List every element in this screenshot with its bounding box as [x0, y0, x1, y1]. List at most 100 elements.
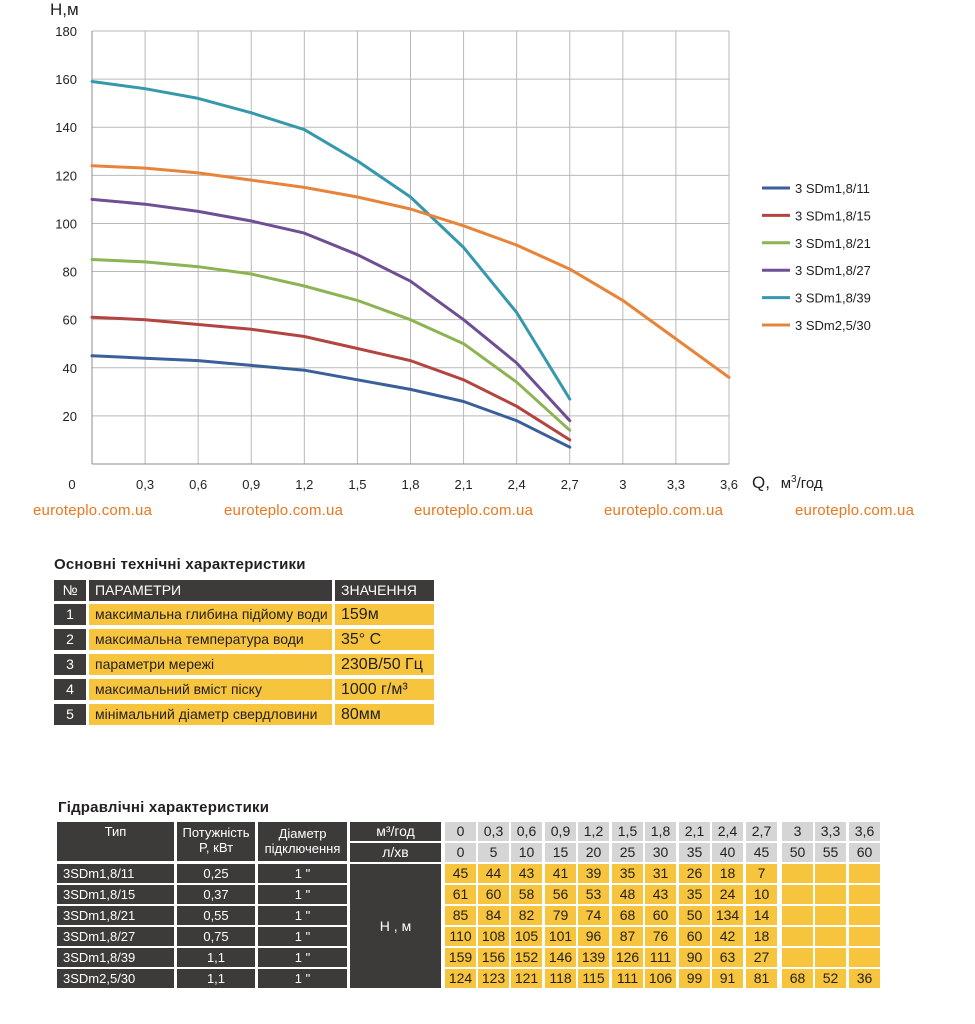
hyd-header-type: Тип	[57, 822, 174, 861]
hyd-model-power: 0,37	[177, 885, 255, 904]
hyd-head-value: 108	[478, 927, 509, 946]
hyd-head-value: 81	[746, 969, 777, 988]
hyd-q-lmin: 10	[511, 843, 542, 862]
tech-row-num: 1	[54, 604, 86, 625]
hyd-q-lmin: 25	[612, 843, 643, 862]
x-axis-title: Q, м3/год	[752, 473, 823, 493]
legend-label: 3 SDm1,8/21	[795, 236, 871, 251]
hyd-model-diameter: 1 "	[258, 864, 347, 883]
hyd-head-value	[815, 885, 846, 904]
hyd-q-m3h: 3,6	[849, 822, 880, 841]
hyd-head-value: 126	[612, 948, 643, 967]
tech-row-param: максимальна температура води	[89, 629, 332, 650]
hyd-head-value: 68	[612, 906, 643, 925]
hyd-head-value	[849, 948, 880, 967]
hyd-head-value: 45	[445, 864, 476, 883]
watermark-text: euroteplo.com.ua	[795, 502, 915, 519]
hyd-head-value	[782, 927, 813, 946]
tech-row-num: 3	[54, 654, 86, 675]
hyd-head-value: 156	[478, 948, 509, 967]
hyd-head-value: 85	[445, 906, 476, 925]
hyd-q-m3h: 3	[782, 822, 813, 841]
hyd-model-power: 0,55	[177, 906, 255, 925]
hyd-head-value: 35	[679, 885, 710, 904]
hyd-q-lmin: 40	[712, 843, 743, 862]
x-tick-label: 0,6	[189, 477, 207, 492]
hyd-head-value: 152	[511, 948, 542, 967]
hyd-head-value: 90	[679, 948, 710, 967]
watermark-text: euroteplo.com.ua	[224, 502, 344, 519]
hyd-head-label: Н , м	[350, 864, 441, 988]
watermark-text: euroteplo.com.ua	[414, 502, 534, 519]
hyd-head-value: 60	[478, 885, 509, 904]
x-tick-label: 0,9	[242, 477, 260, 492]
hyd-q-m3h: 0	[445, 822, 476, 841]
hyd-head-value: 111	[612, 969, 643, 988]
x-tick-label: 1,8	[401, 477, 419, 492]
tech-header-value: ЗНАЧЕННЯ	[335, 580, 434, 601]
hyd-head-value	[782, 864, 813, 883]
tech-header-param: ПАРАМЕТРИ	[89, 580, 332, 601]
hyd-header-power: Потужність P, кВт	[177, 822, 255, 861]
series-line	[90, 354, 572, 449]
watermark-text: euroteplo.com.ua	[33, 502, 153, 519]
hyd-head-value: 52	[815, 969, 846, 988]
hyd-header-diameter: Діаметр підключення	[258, 822, 347, 861]
hyd-head-value	[782, 906, 813, 925]
y-tick-label: 40	[63, 361, 77, 376]
hyd-head-value: 36	[849, 969, 880, 988]
watermark-text: euroteplo.com.ua	[604, 502, 724, 519]
hyd-head-value: 24	[712, 885, 743, 904]
hyd-head-value	[815, 864, 846, 883]
hyd-model-diameter: 1 "	[258, 885, 347, 904]
y-tick-label: 120	[55, 168, 77, 183]
hyd-head-value: 106	[645, 969, 676, 988]
hyd-head-value: 84	[478, 906, 509, 925]
hyd-head-value	[782, 885, 813, 904]
hyd-head-value: 35	[612, 864, 643, 883]
hyd-head-value: 99	[679, 969, 710, 988]
hyd-head-value: 115	[578, 969, 609, 988]
hyd-head-value: 121	[511, 969, 542, 988]
hyd-q-m3h: 1,2	[578, 822, 609, 841]
hyd-head-value: 50	[679, 906, 710, 925]
hyd-head-value: 76	[645, 927, 676, 946]
hyd-q-m3h: 2,4	[712, 822, 743, 841]
hyd-model-power: 1,1	[177, 969, 255, 988]
hyd-q-lmin: 30	[645, 843, 676, 862]
hyd-head-value	[782, 948, 813, 967]
hyd-head-value: 58	[511, 885, 542, 904]
hydraulic-title: Гідравлічні характеристики	[58, 799, 270, 816]
hyd-model-type: 3SDm1,8/11	[57, 864, 174, 883]
x-tick-label: 0	[68, 477, 75, 492]
y-tick-label: 20	[63, 409, 77, 424]
hyd-q-m3h: 0,3	[478, 822, 509, 841]
hyd-q-m3h: 0,9	[545, 822, 576, 841]
hyd-q-lmin: 45	[746, 843, 777, 862]
hyd-head-value: 18	[712, 864, 743, 883]
y-axis-title: H,м	[50, 0, 79, 19]
hyd-head-value: 91	[712, 969, 743, 988]
tech-row-param: мінімальний діаметр свердловини	[89, 704, 332, 725]
x-tick-label: 1,2	[295, 477, 313, 492]
hyd-head-value: 42	[712, 927, 743, 946]
hyd-q-lmin: 0	[445, 843, 476, 862]
hyd-head-value: 60	[679, 927, 710, 946]
hyd-head-value: 87	[612, 927, 643, 946]
x-tick-label: 0,3	[136, 477, 154, 492]
tech-specs-title: Основні технічні характеристики	[54, 556, 306, 573]
x-tick-label: 2,1	[455, 477, 473, 492]
hyd-q-m3h: 2,1	[679, 822, 710, 841]
x-axis-unit: м3/год	[780, 474, 823, 492]
hyd-head-value: 74	[578, 906, 609, 925]
hyd-head-value: 44	[478, 864, 509, 883]
legend-label: 3 SDm1,8/15	[795, 208, 871, 223]
hyd-q-m3h: 3,3	[815, 822, 846, 841]
legend-label: 3 SDm1,8/27	[795, 263, 871, 278]
hyd-q-lmin: 35	[679, 843, 710, 862]
hyd-head-value	[849, 927, 880, 946]
series-line	[90, 197, 572, 423]
hyd-head-value	[849, 885, 880, 904]
tech-row-num: 4	[54, 679, 86, 700]
series-line	[90, 258, 572, 432]
